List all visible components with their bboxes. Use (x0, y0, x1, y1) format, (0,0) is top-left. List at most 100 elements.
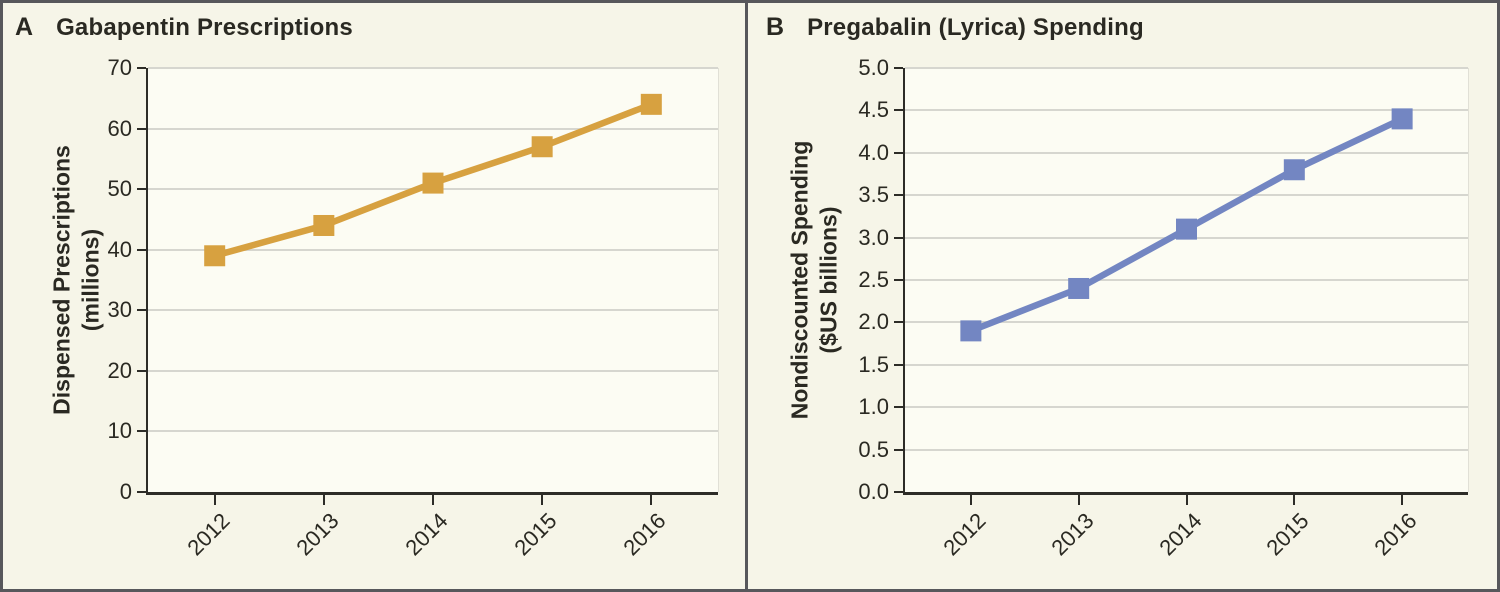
y-axis-tick (894, 151, 903, 154)
x-axis-tick-label: 2015 (1261, 508, 1315, 561)
y-axis-tick (894, 491, 903, 493)
y-axis-tick (894, 406, 903, 409)
panel-b-title-text: Pregabalin (Lyrica) Spending (807, 14, 1144, 41)
y-axis-tick-label: 2.5 (858, 267, 889, 292)
data-point-marker (1068, 277, 1090, 299)
data-point-marker (960, 320, 982, 342)
gridline (905, 363, 1468, 366)
y-axis-line (146, 68, 148, 493)
gridline (148, 309, 718, 312)
gridline (905, 406, 1468, 409)
y-axis-tick (137, 248, 146, 251)
y-axis-tick (894, 236, 903, 239)
gridline (905, 194, 1468, 197)
panel-a-plot-area: 0 10 20 30 40 50 60 70 2012 2013 2014 2015 2016 (108, 55, 719, 560)
panel-b-y-axis-label: Nondiscounted Spending ($US billions) (785, 141, 843, 420)
y-axis-tick (894, 109, 903, 112)
y-axis-tick-label: 2.0 (858, 309, 889, 335)
y-axis-tick-label: 5.0 (858, 55, 889, 80)
y-axis-tick-label: 3.5 (858, 182, 889, 208)
data-point-marker (1283, 159, 1305, 181)
x-axis-tick (432, 495, 434, 505)
y-axis-tick (894, 279, 903, 281)
data-point-marker (640, 93, 662, 115)
y-axis-tick (137, 430, 146, 433)
gridline (148, 127, 718, 130)
panel-b-pregabalin: B Pregabalin (Lyrica) Spending Nondiscou… (748, 3, 1497, 589)
panel-a-title-text: Gabapentin Prescriptions (56, 14, 353, 41)
panel-a-letter: A (15, 13, 34, 41)
panel-b-y-axis-label-line2: ($US billions) (815, 206, 841, 354)
y-axis-tick-label: 40 (107, 236, 132, 262)
x-axis-tick-label: 2014 (400, 508, 453, 561)
x-axis-line (146, 492, 718, 495)
x-axis-tick-label: 2012 (182, 508, 235, 561)
y-axis-tick (137, 127, 146, 130)
x-axis-tick (213, 495, 216, 505)
x-axis-tick-label: 2014 (1153, 508, 1207, 561)
panel-a-y-axis-label: Dispensed Prescriptions (millions) (47, 145, 105, 415)
data-point-marker (1391, 108, 1413, 130)
data-point-marker (204, 245, 226, 267)
panel-b-plot-area: 0.0 0.5 1.0 1.5 2.0 2.5 3.0 3.5 4.0 4.5 5.0 2012 201… (858, 55, 1469, 560)
y-axis-tick (894, 321, 903, 324)
x-axis-tick (1185, 495, 1188, 505)
y-axis-tick-label: 4.5 (858, 97, 889, 123)
y-axis-tick (137, 491, 146, 493)
y-axis-tick-label: 3.0 (858, 224, 889, 250)
gridline (905, 279, 1468, 281)
gridline (905, 151, 1468, 154)
data-point-marker (422, 172, 444, 194)
y-axis-tick-label: 70 (107, 55, 132, 80)
panel-b-title: B Pregabalin (Lyrica) Spending (766, 13, 1144, 42)
x-axis-tick (650, 495, 653, 505)
panel-a-gabapentin: A Gabapentin Prescriptions Dispensed Pre… (3, 3, 745, 589)
x-axis-tick (541, 495, 544, 505)
panel-b-y-axis-label-line1: Nondiscounted Spending (786, 140, 813, 420)
y-axis-tick (137, 188, 146, 191)
y-axis-tick (894, 448, 903, 451)
y-axis-tick (137, 309, 146, 312)
series-a (204, 93, 662, 267)
y-axis-tick-label: 4.0 (858, 139, 889, 165)
panel-a-title: A Gabapentin Prescriptions (15, 13, 353, 42)
data-point-marker (1176, 218, 1197, 240)
y-axis-tick (894, 194, 903, 197)
x-axis-tick-label: 2015 (509, 508, 562, 561)
panel-divider (745, 3, 748, 589)
gridline (905, 67, 1468, 69)
gridline (905, 321, 1468, 324)
x-axis-tick (322, 495, 325, 505)
x-axis-tick (969, 495, 972, 505)
gridline (148, 430, 718, 433)
y-axis-tick-label: 60 (107, 115, 132, 141)
data-point-marker (531, 136, 553, 158)
panel-a-y-axis-label-line2: (millions) (77, 228, 103, 332)
y-axis-tick-label: 0.5 (858, 436, 889, 462)
panel-b-letter: B (766, 13, 785, 41)
x-axis-tick (1401, 495, 1404, 505)
gridline (148, 67, 718, 69)
y-axis-tick-label: 20 (107, 357, 132, 383)
x-axis-tick-label: 2016 (618, 508, 671, 561)
x-axis-tick (1293, 495, 1296, 505)
series-b (960, 108, 1413, 342)
gridline (905, 448, 1468, 451)
y-axis-tick (137, 369, 146, 372)
x-axis-tick (1077, 495, 1080, 505)
y-axis-tick-label: 0 (119, 479, 132, 504)
y-axis-tick (137, 67, 146, 69)
y-axis-tick-label: 1.0 (858, 394, 889, 420)
y-axis-tick-label: 1.5 (858, 351, 889, 377)
gridline (905, 109, 1468, 112)
y-axis-tick (894, 363, 903, 366)
y-axis-line (903, 68, 905, 493)
x-axis-tick-label: 2012 (938, 508, 991, 561)
y-axis-tick-label: 30 (107, 297, 132, 323)
y-axis-tick-label: 50 (107, 176, 132, 202)
x-axis-tick-label: 2016 (1369, 508, 1422, 561)
panel-a-y-axis-label-line1: Dispensed Prescriptions (48, 145, 75, 415)
data-point-marker (313, 214, 335, 236)
gridline (148, 248, 718, 251)
